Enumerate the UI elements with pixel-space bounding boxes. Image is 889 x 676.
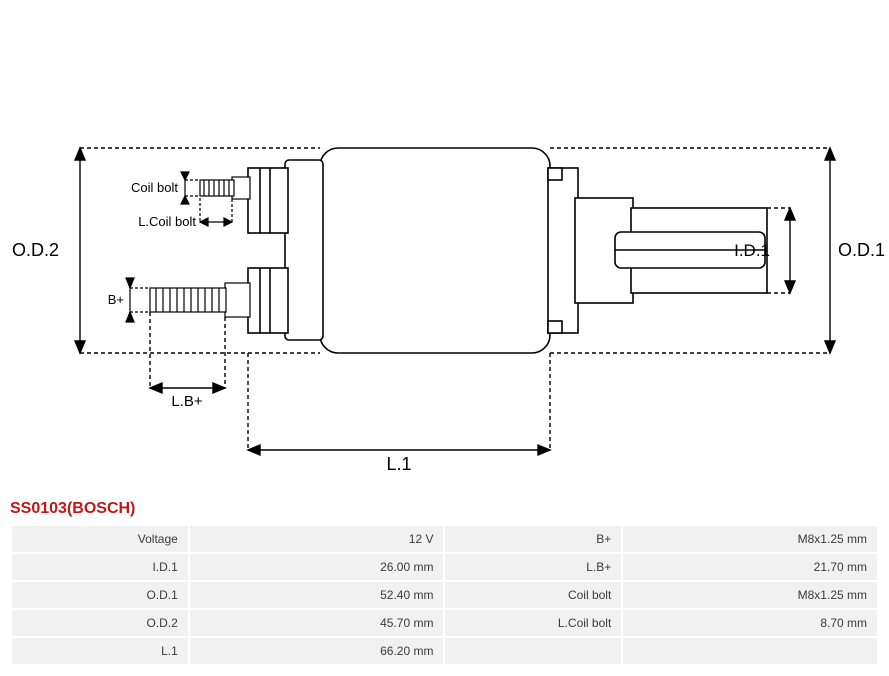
spec-key: I.D.1 xyxy=(12,554,188,580)
spec-value: M8x1.25 mm xyxy=(623,526,877,552)
table-row: I.D.1 26.00 mm L.B+ 21.70 mm xyxy=(12,554,877,580)
label-lcoil-bolt: L.Coil bolt xyxy=(138,214,196,229)
spec-key: Voltage xyxy=(12,526,188,552)
spec-key: L.Coil bolt xyxy=(445,610,621,636)
table-row: Voltage 12 V B+ M8x1.25 mm xyxy=(12,526,877,552)
technical-drawing: O.D.2 O.D.1 I.D.1 L.1 L.B+ xyxy=(0,0,889,500)
table-row: O.D.1 52.40 mm Coil bolt M8x1.25 mm xyxy=(12,582,877,608)
label-l1: L.1 xyxy=(386,454,411,474)
spec-value: 45.70 mm xyxy=(190,610,444,636)
spec-key: L.B+ xyxy=(445,554,621,580)
label-od1: O.D.1 xyxy=(838,240,885,260)
spec-key: L.1 xyxy=(12,638,188,664)
table-row: O.D.2 45.70 mm L.Coil bolt 8.70 mm xyxy=(12,610,877,636)
spec-value: M8x1.25 mm xyxy=(623,582,877,608)
drawing-svg: O.D.2 O.D.1 I.D.1 L.1 L.B+ xyxy=(0,0,889,500)
spec-key: Coil bolt xyxy=(445,582,621,608)
part-code-title: SS0103(BOSCH) xyxy=(0,500,889,524)
spec-value: 8.70 mm xyxy=(623,610,877,636)
spec-value: 21.70 mm xyxy=(623,554,877,580)
label-coil-bolt: Coil bolt xyxy=(131,180,178,195)
spec-key: B+ xyxy=(445,526,621,552)
spec-key xyxy=(445,638,621,664)
spec-key: O.D.1 xyxy=(12,582,188,608)
label-id1: I.D.1 xyxy=(734,241,770,260)
spec-value xyxy=(623,638,877,664)
label-od2: O.D.2 xyxy=(12,240,59,260)
spec-value: 52.40 mm xyxy=(190,582,444,608)
label-bplus: B+ xyxy=(108,292,124,307)
label-lbplus: L.B+ xyxy=(171,393,203,410)
spec-value: 66.20 mm xyxy=(190,638,444,664)
spec-table: Voltage 12 V B+ M8x1.25 mm I.D.1 26.00 m… xyxy=(10,524,879,666)
spec-value: 26.00 mm xyxy=(190,554,444,580)
spec-table-container: Voltage 12 V B+ M8x1.25 mm I.D.1 26.00 m… xyxy=(0,524,889,676)
table-row: L.1 66.20 mm xyxy=(12,638,877,664)
spec-value: 12 V xyxy=(190,526,444,552)
spec-key: O.D.2 xyxy=(12,610,188,636)
